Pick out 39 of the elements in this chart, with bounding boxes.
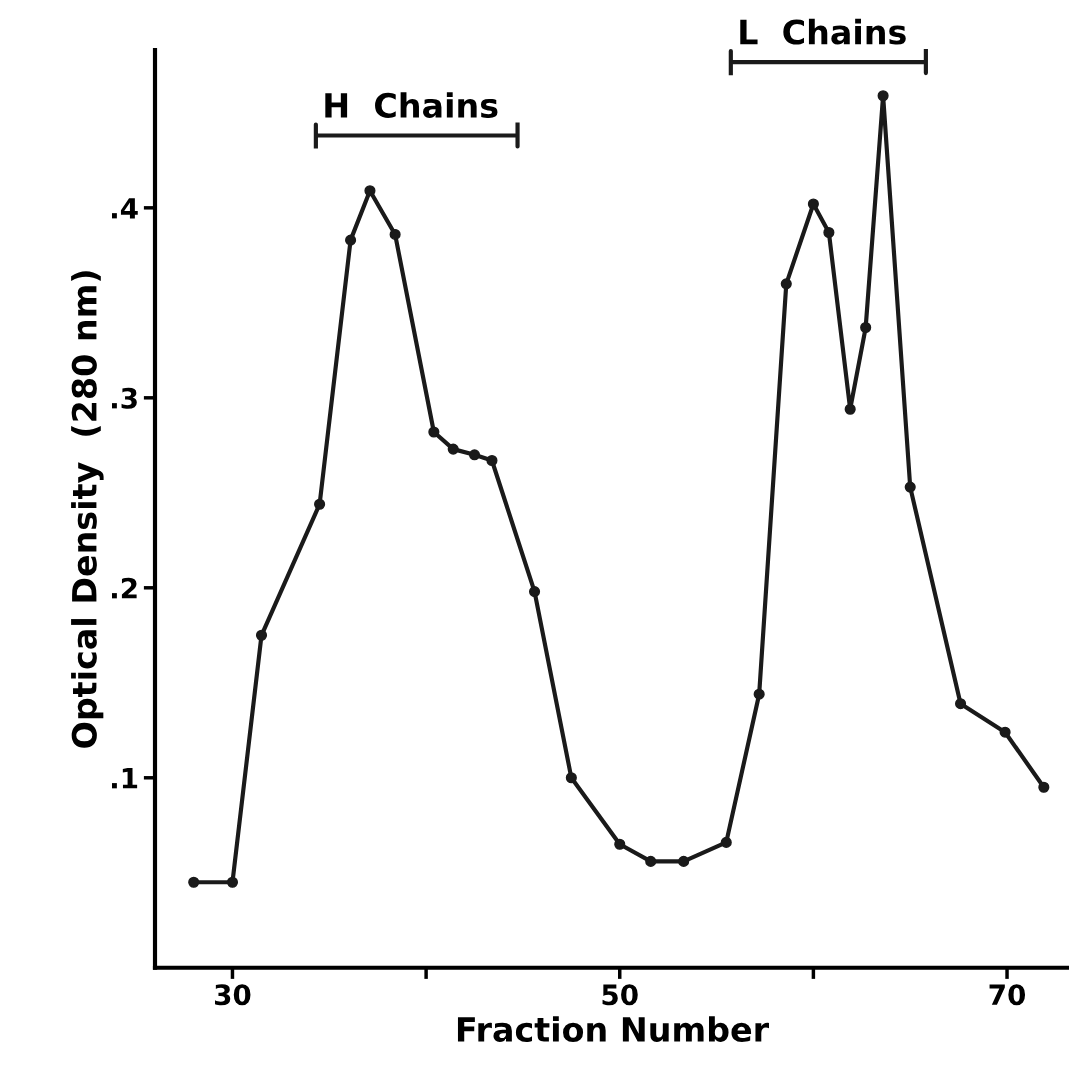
point [877,90,889,102]
point [345,234,357,246]
x-axis-title: Fraction Number [457,1016,770,1042]
x-tick-label: 30 [214,984,251,1006]
point [807,198,819,210]
point [720,836,732,848]
point [904,481,916,493]
point [447,443,459,455]
text: L Chains [740,18,906,45]
point [428,426,440,438]
point [468,449,481,461]
point [188,876,200,888]
point [860,321,872,334]
y-tick-label: .2 [111,577,137,599]
x-tick-label: 70 [989,984,1026,1006]
point [528,586,541,598]
y-tick-label: .1 [111,768,138,789]
point [364,185,376,197]
point [314,498,326,510]
point [645,855,657,867]
point [389,228,401,240]
point [999,726,1011,738]
point [1038,781,1050,793]
point [844,403,856,415]
point [780,278,792,290]
point [486,454,498,467]
y-tick-label: .3 [111,387,137,409]
point [678,855,690,867]
point [753,688,765,700]
point [614,838,626,850]
y-axis-title: Optical Density (280 nm) [71,271,104,748]
point [226,876,239,888]
point [255,629,268,641]
point [955,698,967,710]
point [565,772,577,784]
annotation: H Chains [325,92,498,119]
y-tick-label: .4 [111,198,138,219]
x-tick-label: 50 [602,984,638,1006]
point [823,226,835,239]
